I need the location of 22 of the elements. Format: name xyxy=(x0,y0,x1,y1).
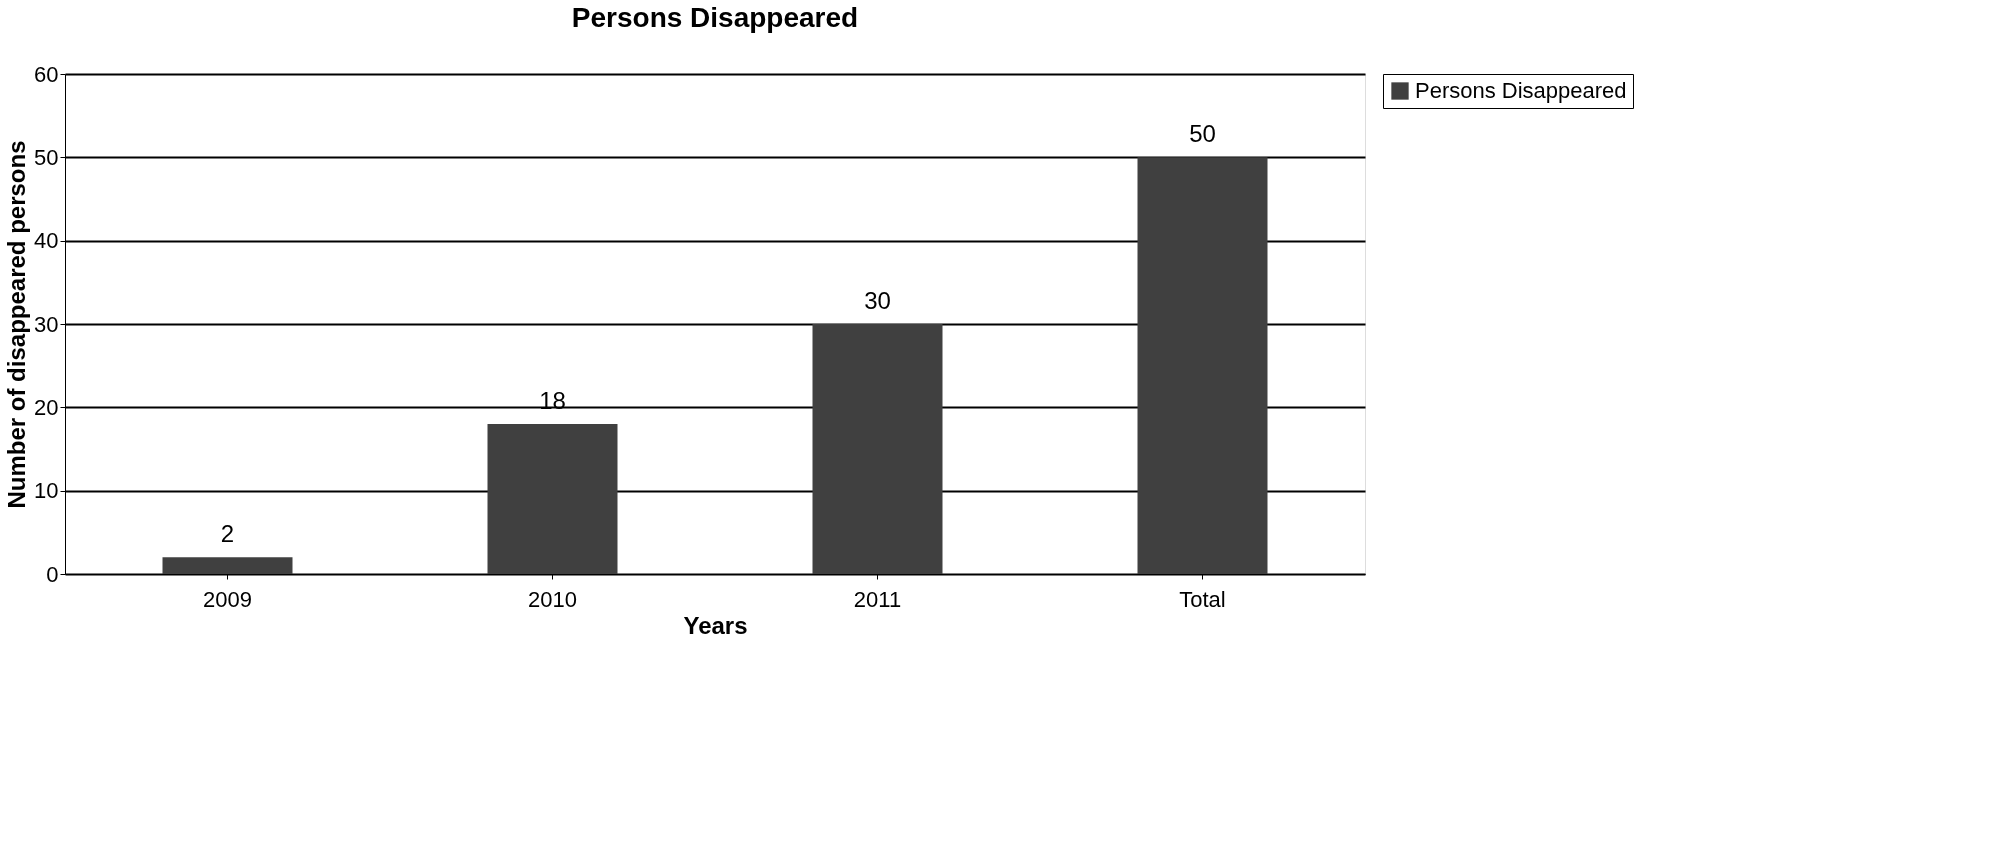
x-tick-label: 2010 xyxy=(528,586,577,612)
bar xyxy=(487,424,618,574)
bar xyxy=(1137,157,1268,574)
data-label: 2 xyxy=(220,520,235,548)
y-tick-label: 50 xyxy=(34,144,59,170)
y-tick-label: 0 xyxy=(46,561,59,587)
y-axis-title: Number of disappeared persons xyxy=(3,140,31,509)
chart-title: Persons Disappeared xyxy=(571,2,859,33)
x-tick-label: 2011 xyxy=(853,586,902,612)
x-tick-label: Total xyxy=(1179,586,1226,612)
y-tick-label: 40 xyxy=(34,228,59,254)
x-axis-title: Years xyxy=(683,611,748,639)
y-tick-label: 60 xyxy=(34,61,59,87)
bar xyxy=(812,324,943,574)
y-tick-label: 10 xyxy=(34,478,59,504)
data-label: 30 xyxy=(864,287,891,314)
bar xyxy=(162,557,293,574)
legend-label: Persons Disappeared xyxy=(1415,78,1627,103)
y-tick-label: 20 xyxy=(34,394,59,420)
y-tick-label: 30 xyxy=(34,311,59,337)
data-label: 50 xyxy=(1189,120,1216,148)
x-tick-label: 2009 xyxy=(203,586,252,612)
